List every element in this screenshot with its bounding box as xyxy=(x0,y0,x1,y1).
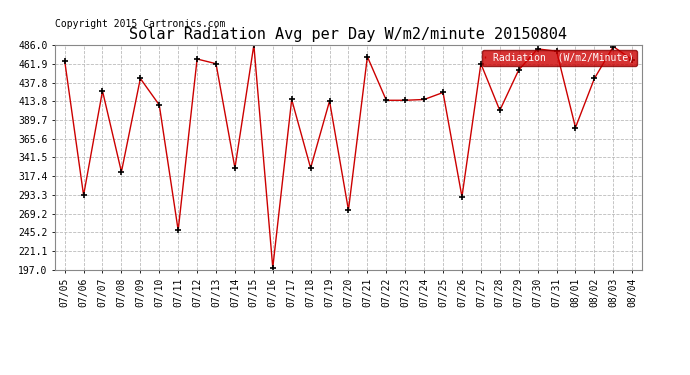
Legend: Radiation  (W/m2/Minute): Radiation (W/m2/Minute) xyxy=(482,50,637,66)
Text: Copyright 2015 Cartronics.com: Copyright 2015 Cartronics.com xyxy=(55,19,226,29)
Title: Solar Radiation Avg per Day W/m2/minute 20150804: Solar Radiation Avg per Day W/m2/minute … xyxy=(130,27,567,42)
